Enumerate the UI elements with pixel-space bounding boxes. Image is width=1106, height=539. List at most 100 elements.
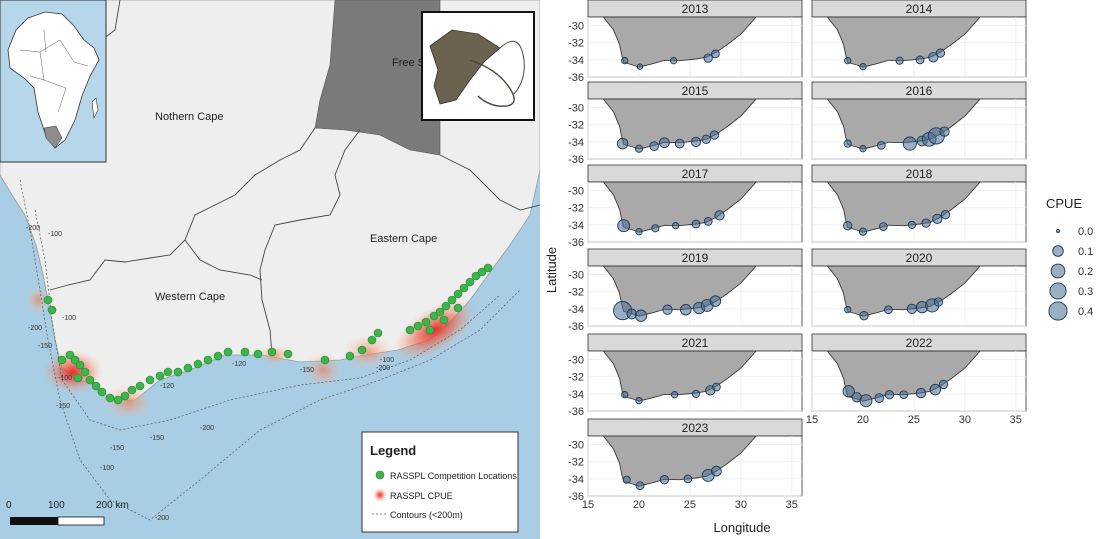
contour-label: -200 [26,225,40,232]
cpue-point [842,385,855,398]
facet-title: 2023 [682,421,709,435]
contour-label: -150 [150,435,164,442]
cpue-point [902,136,917,151]
y-tick-label: -30 [568,270,584,282]
contour-label: -150 [38,343,52,350]
cpue-legend-key [1052,245,1064,257]
cpue-legend-label: 0.3 [1078,286,1093,298]
y-tick-label: -36 [568,72,584,84]
x-tick-label: 25 [908,414,920,426]
facet-land [826,98,982,150]
x-tick-label: 35 [1010,414,1022,426]
cpue-point [635,397,643,405]
cpue-legend-key [1050,263,1066,279]
cpue-point [915,387,927,399]
cpue-legend-key [1048,301,1068,321]
cpue-point [878,222,888,231]
cpue-point [617,219,631,233]
x-axis-label: Longitude [713,520,770,535]
cpue-legend-label: 0.1 [1078,246,1093,258]
label-western-cape: Western Cape [155,291,225,303]
cpue-point [899,390,909,400]
contour-label: -100 [100,465,114,472]
cpue-point [616,137,629,150]
cpue-point [884,390,895,400]
y-tick-label: -30 [568,186,584,198]
cpue-point [843,139,852,148]
cpue-point [659,137,670,149]
cpue-point [844,57,852,65]
competition-locations [43,263,493,405]
facet-title: 2014 [906,2,933,16]
y-tick-label: -30 [568,103,584,115]
contour-label: -200 [200,425,214,432]
cpue-legend-title: CPUE [1046,196,1082,211]
facet-panel-2019: 2019 -30 -32 -34 -36 [568,248,803,333]
cpue-point [859,394,873,408]
cpue-legend-key [1056,229,1060,233]
label-northern-cape: Nothern Cape [155,111,224,123]
contour-label: -150 [110,445,124,452]
cpue-point [929,383,942,396]
legend-cpue-symbol [373,488,387,502]
eagle-ray-photo [421,11,535,121]
cpue-point [703,53,713,63]
y-tick-label: -36 [568,321,584,333]
contour-label: -200 [376,365,390,372]
x-tick-label: 30 [959,414,971,426]
cpue-point [621,57,629,65]
cpue-point [709,130,720,140]
facet-title: 2015 [682,84,709,98]
cpue-point [884,305,893,315]
facet-panel-2016: 2016 [811,81,1027,160]
cpue-point [935,48,946,58]
cpue-point [691,219,701,229]
contour-label: -200 [28,325,42,332]
cpue-legend-label: 0.4 [1078,306,1093,318]
cpue-point [674,138,685,149]
cpue-point [669,57,678,65]
cpue-point [701,134,711,144]
contour-label: -100 [62,315,76,322]
y-tick-label: -32 [568,38,584,50]
scale-label-200: 200 km [96,500,129,511]
y-tick-label: -32 [568,203,584,215]
y-tick-label: -34 [568,304,584,316]
cpue-point [859,311,869,321]
contour-label: -120 [160,383,174,390]
legend-item-cpue: RASSPL CPUE [390,491,453,501]
cpue-point [895,56,904,65]
cpue-point [671,222,680,230]
cpue-point [670,391,679,399]
facet-land [602,98,758,150]
cpue-point [915,55,925,65]
x-tick-label: 20 [857,414,869,426]
scale-label-0: 0 [6,500,12,511]
cpue-point [711,465,722,477]
facet-panel-2018: 2018 [811,164,1027,243]
x-tick-label: 25 [684,499,696,511]
contour-label: -100 [58,375,72,382]
y-tick-label: -34 [568,389,584,401]
contour-label: -200 [155,515,169,522]
y-tick-label: -34 [568,474,584,486]
legend-box: Legend RASSPL Competition Locations RASS… [361,431,519,533]
facet-panel-2013: 2013 -30 -32 -34 -36 [568,0,803,84]
y-tick-label: -36 [568,491,584,503]
x-tick-label: 30 [735,499,747,511]
y-tick-label: -32 [568,287,584,299]
province-boundaries [49,0,540,356]
cpue-legend-key [1049,282,1067,300]
cpue-point [711,49,720,59]
cpue-point [876,140,886,150]
facet-panel-2015: 2015 -30 -32 -34 -36 [568,81,803,166]
cpue-point [649,141,660,151]
cpue-point [859,145,867,153]
cpue-legend-label: 0.0 [1078,226,1093,238]
cpue-point [907,220,916,229]
legend-item-contours: Contours (<200m) [390,510,463,520]
x-tick-label: 20 [633,499,645,511]
y-tick-label: -30 [568,21,584,33]
facet-title: 2016 [906,84,933,98]
